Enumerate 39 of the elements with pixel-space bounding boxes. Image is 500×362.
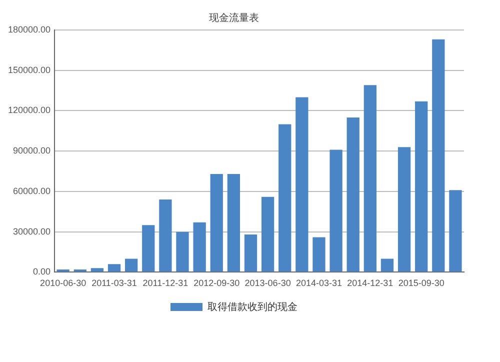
x-tick-label: 2014-12-31 bbox=[347, 278, 394, 288]
bar bbox=[227, 174, 240, 272]
bar bbox=[415, 101, 428, 272]
bar bbox=[108, 264, 121, 272]
x-tick-label: 2014-03-31 bbox=[296, 278, 342, 288]
bar bbox=[432, 39, 445, 272]
bar bbox=[142, 225, 155, 272]
bar bbox=[278, 124, 292, 272]
bar bbox=[244, 234, 258, 272]
bar bbox=[312, 237, 326, 272]
bar bbox=[159, 200, 172, 272]
y-tick-label: 60000.00 bbox=[12, 186, 51, 196]
bar bbox=[90, 268, 104, 272]
legend-label: 取得借款收到的现金 bbox=[208, 300, 298, 313]
bar bbox=[449, 190, 462, 272]
bar bbox=[124, 258, 138, 272]
x-tick-label: 2011-12-31 bbox=[142, 278, 188, 288]
y-tick-label: 180000.00 bbox=[8, 24, 51, 34]
y-tick-label: 120000.00 bbox=[8, 105, 51, 116]
y-tick-label: 0.00 bbox=[33, 266, 51, 277]
y-tick-label: 150000.00 bbox=[8, 64, 51, 75]
x-tick-label: 2011-03-31 bbox=[92, 278, 137, 288]
x-tick-label: 2010-06-30 bbox=[40, 278, 86, 288]
bar bbox=[346, 117, 360, 272]
bar bbox=[296, 97, 308, 272]
bar bbox=[261, 196, 274, 272]
y-tick-label: 30000.00 bbox=[12, 226, 51, 236]
x-tick-label: 2015-09-30 bbox=[398, 278, 444, 288]
y-tick-label: 90000.00 bbox=[12, 146, 51, 156]
bar bbox=[330, 150, 342, 272]
bar bbox=[210, 174, 223, 272]
bar bbox=[398, 147, 411, 272]
bar bbox=[176, 232, 189, 272]
chart-title: 现金流量表 bbox=[209, 12, 259, 24]
x-tick-label: 2012-09-30 bbox=[194, 278, 240, 288]
x-tick-label: 2013-06-30 bbox=[244, 278, 291, 288]
bar bbox=[380, 258, 394, 272]
bar bbox=[364, 85, 376, 272]
bar bbox=[193, 222, 206, 272]
